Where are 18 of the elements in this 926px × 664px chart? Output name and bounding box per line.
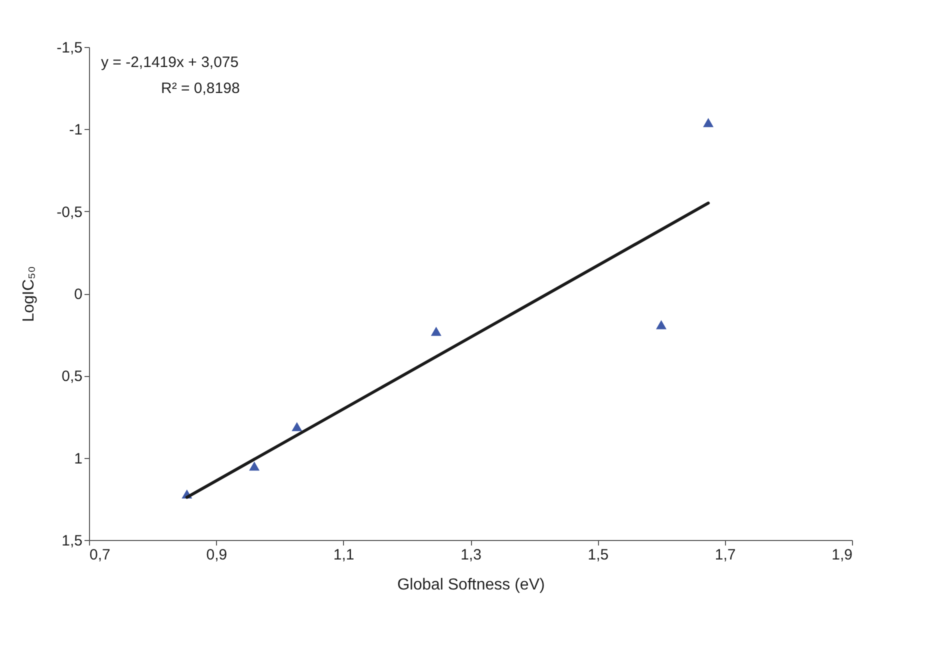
x-tick-label: 1,3 [460, 546, 482, 564]
y-tick-label: -0,5 [56, 204, 82, 221]
x-tick-label: 1,7 [714, 546, 736, 564]
annotation: y = -2,1419x + 3,075 [101, 54, 239, 71]
y-tick-label: 0,5 [62, 368, 82, 386]
annotation: R² = 0,8198 [161, 80, 240, 97]
y-tick-label: 1,5 [62, 532, 82, 550]
y-tick-label: -1,5 [56, 40, 82, 56]
y-tick-label: -1 [69, 122, 82, 139]
y-axis-title: LogIC₅₀ [20, 266, 38, 322]
x-tick-label: 0,9 [206, 546, 228, 564]
x-tick-label: 1,1 [333, 546, 354, 564]
x-tick-label: 0,7 [90, 546, 110, 564]
x-tick-label: 1,5 [588, 546, 609, 564]
y-tick-label: 1 [74, 450, 82, 468]
x-tick-label: 1,9 [832, 546, 852, 564]
y-tick-label: 0 [74, 286, 82, 303]
x-axis-title: Global Softness (eV) [397, 576, 545, 594]
